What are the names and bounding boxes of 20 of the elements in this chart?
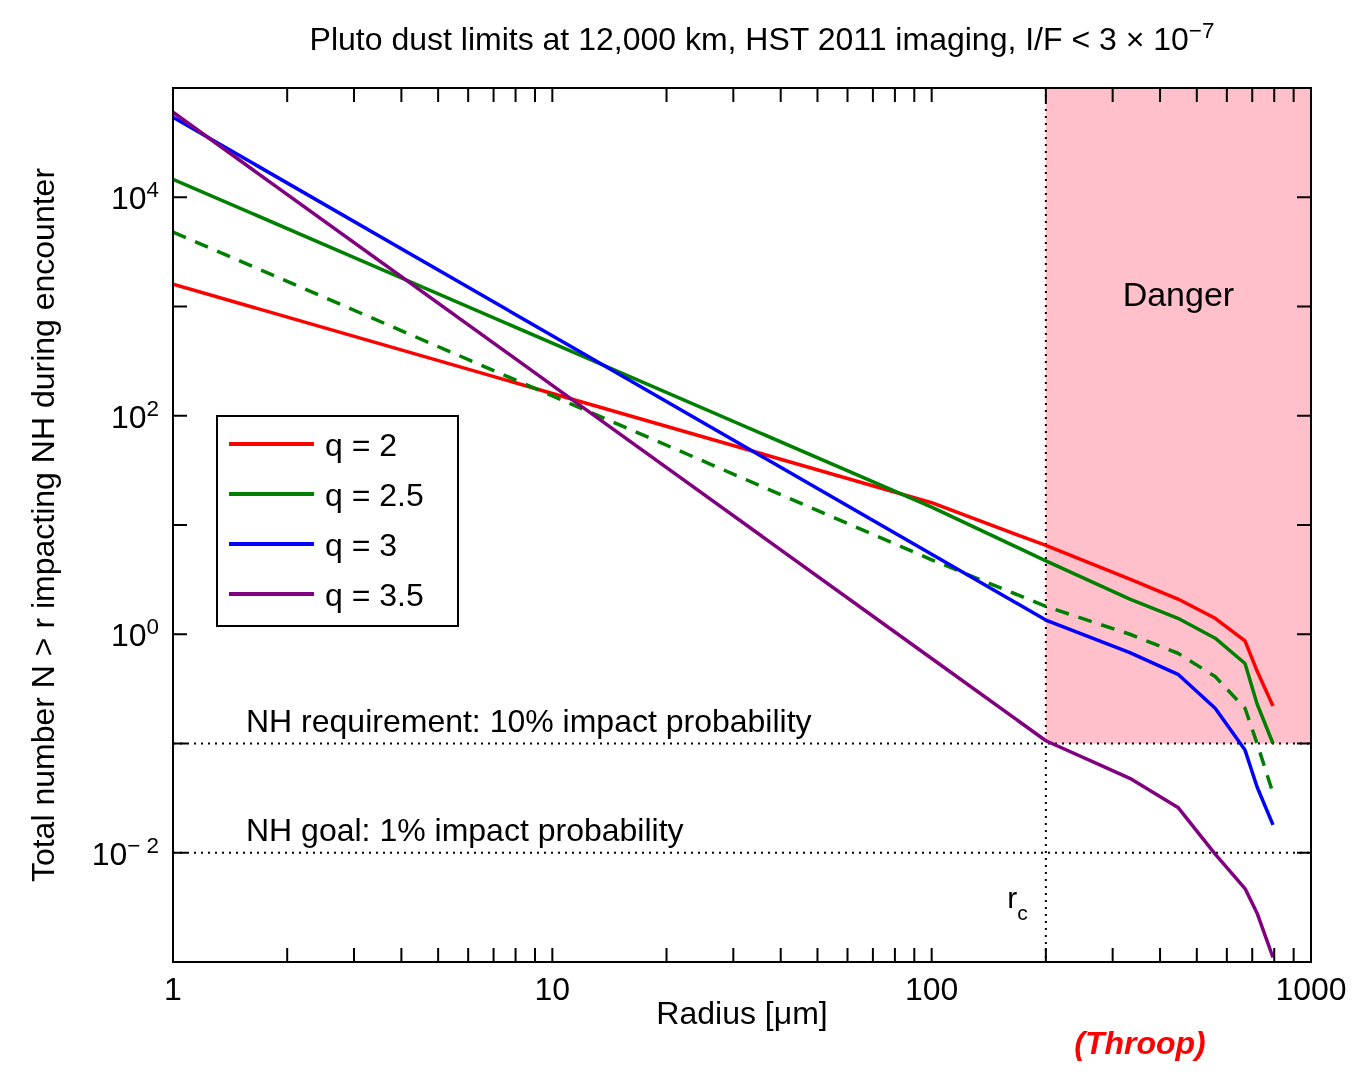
legend-label: q = 2 <box>325 427 398 463</box>
ref-line-label: NH requirement: 10% impact probability <box>246 702 812 739</box>
text: (Throop) <box>1074 1025 1206 1061</box>
y-tick-label: 10$^{2}$ <box>110 395 159 435</box>
ref-line-label: r$_{c}$ <box>1007 881 1028 924</box>
y-tick-label: 10$^{− 2}$ <box>91 832 159 872</box>
band-label: Danger <box>1122 275 1235 313</box>
x-tick-label: 1000 <box>1275 971 1347 1007</box>
x-tick-label: 1 <box>164 971 182 1007</box>
chart-title: Pluto dust limits at 12,000 km, HST 2011 imaging, I/F < 3 × 10$^{−7}$ <box>309 17 1215 57</box>
y-tick-label: 10$^{0}$ <box>110 613 159 654</box>
x-tick-label: 10 <box>534 971 571 1007</box>
y-axis-title: Total number N > r impacting NH during encounter <box>25 167 61 883</box>
x-tick-label: 100 <box>904 971 959 1007</box>
ref-line-label: NH goal: 1% impact probability <box>246 811 684 848</box>
y-tick-label: 10$^{4}$ <box>110 176 159 217</box>
x-axis-title: Radius [μm] <box>656 995 828 1031</box>
legend-label: q = 3.5 <box>325 577 424 613</box>
legend-label: q = 2.5 <box>325 477 424 513</box>
legend-label: q = 3 <box>325 527 398 563</box>
